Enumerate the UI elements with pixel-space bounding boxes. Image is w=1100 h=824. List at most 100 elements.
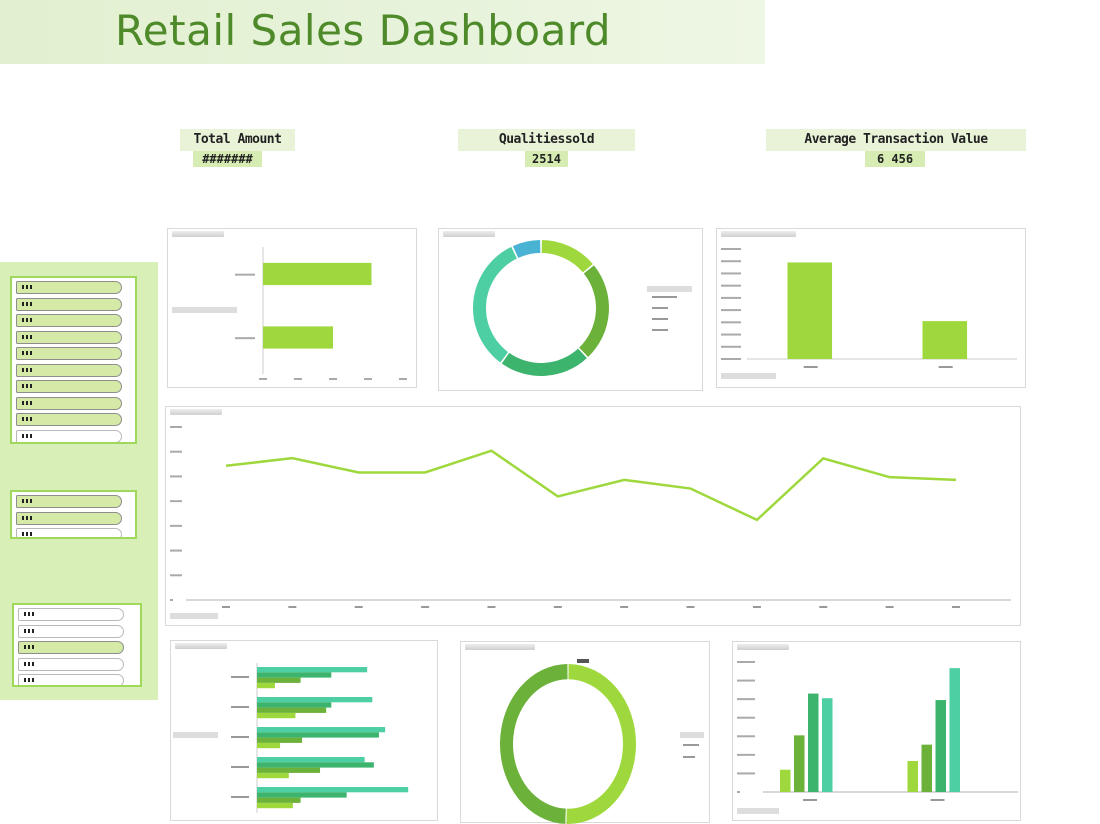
bar [257,682,275,689]
y-tick-label [170,500,182,503]
chart-field-button[interactable] [737,644,789,650]
chart-field-button[interactable] [465,644,535,650]
y-tick-label [737,698,755,701]
bar [257,732,379,738]
column-chart-panel-1 [716,228,1026,388]
chart-svg [170,426,1011,619]
slicer-item[interactable] [16,330,122,344]
kpi-quantities-sold-label: Qualitiessold [458,129,635,151]
kpi-total-amount-value: ####### [193,151,262,167]
y-tick-label [170,574,182,577]
legend-entry [652,307,668,309]
x-tick-label [288,606,297,608]
legend-entry [683,744,699,746]
slicer-item[interactable] [16,380,122,393]
chart-field-button[interactable] [175,643,227,649]
x-tick-label [686,606,695,608]
column [780,769,791,792]
slicer-item[interactable] [16,314,122,327]
x-tick-label [553,606,562,608]
y-tick-label [737,735,755,738]
bar [263,262,372,286]
bar [257,787,409,793]
y-tick-label [721,345,741,348]
title-banner [0,0,765,64]
legend-entry [683,756,695,758]
slicer-item[interactable] [16,495,122,508]
chart-svg [473,240,692,376]
y-tick-label [721,309,741,312]
slicer-item[interactable] [16,363,122,377]
bar [257,677,301,683]
bar [257,757,365,763]
bar [257,772,289,779]
slicer-3[interactable] [12,603,142,687]
donut-slice [579,265,609,357]
axis-field-button [170,613,218,619]
x-tick-label [803,366,818,368]
axis-field-button [173,732,218,738]
x-tick-label [329,378,337,380]
line-series [225,449,957,522]
category-tick-label [231,706,249,708]
legend-entry [652,329,668,331]
page-title: Retail Sales Dashboard [115,6,612,55]
slicer-1[interactable] [10,276,137,444]
bar [257,797,301,803]
slicer-item[interactable] [18,624,124,638]
bar [257,697,373,703]
chart-svg [173,663,409,813]
y-tick-label [170,549,182,552]
donut-chart-panel-2 [460,641,710,824]
axis-field-button [721,373,776,379]
slicer-item[interactable] [16,528,122,537]
bar [263,326,333,349]
y-tick-label [721,248,741,250]
slicer-item[interactable] [16,511,122,525]
y-tick-label [721,296,741,299]
slicer-item[interactable] [16,413,122,426]
x-tick-label [803,799,817,801]
y-tick-label [737,791,740,793]
kpi-avg-transaction-label: Average Transaction Value [766,129,1026,151]
slicer-item[interactable] [18,608,124,621]
bar [257,707,327,713]
column [794,735,805,792]
bar [257,802,293,809]
slicer-item[interactable] [16,429,122,442]
axis-field-button [172,307,237,313]
kpi-total-amount-label: Total Amount [180,129,295,151]
bar-chart-panel-1 [167,228,417,388]
slicer-item[interactable] [16,396,122,410]
donut-slice [566,664,636,824]
y-tick-label [737,661,755,663]
chart-svg [721,248,1017,379]
bar [257,667,368,673]
chart-svg [737,661,1018,814]
chart-field-button[interactable] [721,231,796,237]
slicer-item[interactable] [18,641,124,654]
chart-field-button[interactable] [172,231,224,237]
slicer-2[interactable] [10,490,137,539]
x-tick-label [885,606,894,608]
column [922,321,968,359]
slicer-item[interactable] [18,674,124,685]
column [907,760,918,792]
x-tick-label [294,378,302,380]
category-tick-label [235,273,255,276]
column [787,262,833,359]
slicer-item[interactable] [18,657,124,671]
chart-svg [499,659,704,824]
slicer-item[interactable] [16,297,122,311]
x-tick-label [930,799,945,801]
chart-field-button[interactable] [443,231,495,237]
grouped-column-chart-panel [732,641,1021,821]
kpi-quantities-sold-value: 2514 [525,151,568,167]
bar [257,762,374,768]
category-tick-label [231,796,249,798]
slicer-item[interactable] [16,281,122,294]
chart-field-button[interactable] [170,409,222,415]
category-tick-label [231,736,249,738]
slicer-item[interactable] [16,347,122,360]
x-tick-label [421,606,430,608]
